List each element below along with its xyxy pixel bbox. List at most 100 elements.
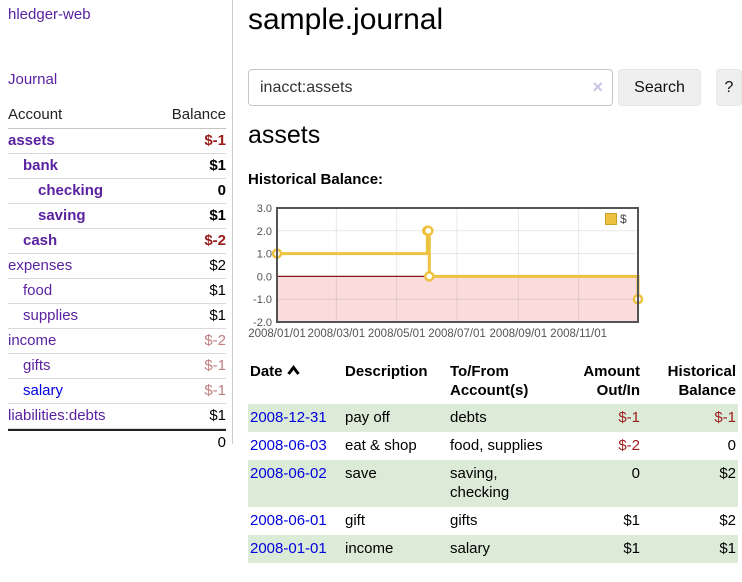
register-row: 2008-12-31 pay off debts $-1 $-1 <box>248 404 738 432</box>
account-row: bank $1 <box>8 154 226 179</box>
accounts-list: assets $-1 bank $1 checking 0 saving $1 cash $-2 e… <box>8 129 226 429</box>
accounts-col-balance: Balance <box>171 106 226 123</box>
account-link-liabilities-debts[interactable]: liabilities:debts <box>8 406 106 424</box>
account-row: gifts $-1 <box>8 354 226 379</box>
account-row: assets $-1 <box>8 129 226 154</box>
register-col-description: Description <box>345 363 428 380</box>
account-row: food $1 <box>8 279 226 304</box>
amount-cell: $1 <box>623 512 640 529</box>
account-balance: $-1 <box>204 381 226 399</box>
account-link-cash[interactable]: cash <box>23 231 58 249</box>
balance-cell: $1 <box>719 540 736 557</box>
register-col-historical-balance: Historical Balance <box>667 363 736 399</box>
amount-cell: 0 <box>631 465 640 482</box>
svg-text:2.0: 2.0 <box>257 226 272 238</box>
search-input[interactable] <box>248 69 613 106</box>
page-title: sample.journal <box>248 3 444 36</box>
account-link-bank[interactable]: bank <box>23 156 59 174</box>
account-link-salary[interactable]: salary <box>23 381 64 399</box>
svg-text:3.0: 3.0 <box>257 203 272 215</box>
svg-text:2008/11/01: 2008/11/01 <box>550 328 607 340</box>
description-cell: income <box>345 540 394 557</box>
account-balance: 0 <box>217 181 226 199</box>
search-form: × Search ? <box>248 69 742 106</box>
register-col-date[interactable]: Date <box>248 360 343 404</box>
account-balance: $-2 <box>204 331 226 349</box>
balance-cell: $2 <box>719 512 736 529</box>
sidebar-item-journal[interactable]: Journal <box>8 71 58 88</box>
account-row: supplies $1 <box>8 304 226 329</box>
account-balance: $2 <box>209 256 226 274</box>
accounts-col-account: Account <box>8 106 63 123</box>
description-cell: gift <box>345 512 366 529</box>
account-link-checking[interactable]: checking <box>38 181 104 199</box>
svg-text:2008/03/01: 2008/03/01 <box>308 328 366 340</box>
svg-text:0.0: 0.0 <box>257 271 272 283</box>
amount-cell: $-1 <box>618 409 640 426</box>
accounts-header: Account Balance <box>8 103 226 129</box>
date-link[interactable]: 2008-06-01 <box>250 512 327 529</box>
search-box: × <box>248 69 613 106</box>
accounts-panel: Account Balance assets $-1 bank $1 checking 0… <box>8 103 226 454</box>
accounts-total: 0 <box>8 429 226 454</box>
account-balance: $-2 <box>204 231 226 249</box>
account-link-income[interactable]: income <box>8 331 57 349</box>
balance-chart: 3.0 2.0 1.0 0.0 -1.0 -2.0 2008/01/01 2008/03/01… <box>248 200 668 344</box>
svg-text:-2.0: -2.0 <box>253 317 272 329</box>
date-link[interactable]: 2008-01-01 <box>250 540 327 557</box>
accounts-cell: debts <box>450 409 487 426</box>
help-button[interactable]: ? <box>716 69 742 106</box>
account-link-expenses[interactable]: expenses <box>8 256 73 274</box>
account-balance: $1 <box>209 306 226 324</box>
svg-text:1.0: 1.0 <box>257 249 272 261</box>
account-row: liabilities:debts $1 <box>8 404 226 429</box>
account-link-gifts[interactable]: gifts <box>23 356 51 374</box>
clear-icon[interactable]: × <box>592 77 603 97</box>
date-link[interactable]: 2008-06-02 <box>250 465 327 482</box>
account-link-assets[interactable]: assets <box>8 131 55 149</box>
sort-asc-icon[interactable] <box>286 362 300 381</box>
account-balance: $-1 <box>204 356 226 374</box>
amount-cell: $-2 <box>618 437 640 454</box>
account-row: expenses $2 <box>8 254 226 279</box>
account-link-saving[interactable]: saving <box>38 206 86 224</box>
account-balance: $1 <box>209 281 226 299</box>
search-button[interactable]: Search <box>618 69 701 106</box>
chart-title: Historical Balance: <box>248 171 384 188</box>
account-balance: $1 <box>209 406 226 424</box>
app-title-link[interactable]: hledger-web <box>8 6 91 23</box>
chart-legend: $ <box>605 212 627 226</box>
date-link[interactable]: 2008-06-03 <box>250 437 327 454</box>
account-balance: $-1 <box>204 131 226 149</box>
svg-text:2008/07/01: 2008/07/01 <box>428 328 486 340</box>
account-row: income $-2 <box>8 329 226 354</box>
description-cell: save <box>345 465 377 482</box>
account-row: salary $-1 <box>8 379 226 404</box>
account-link-food[interactable]: food <box>23 281 53 299</box>
register-table: Date Description To/From Account(s) Amount Ou… <box>248 360 738 563</box>
register-row: 2008-01-01 income salary $1 $1 <box>248 535 738 563</box>
accounts-cell: gifts <box>450 512 478 529</box>
balance-cell: 0 <box>727 437 736 454</box>
balance-cell: $2 <box>719 465 736 482</box>
series-label: $ <box>620 212 627 226</box>
account-row: saving $1 <box>8 204 226 229</box>
accounts-cell: salary <box>450 540 491 557</box>
account-row: checking 0 <box>8 179 226 204</box>
account-row: cash $-2 <box>8 229 226 254</box>
sidebar: hledger-web Journal Account Balance asse… <box>0 0 233 451</box>
accounts-cell: saving, checking <box>450 465 510 501</box>
register-header-row: Date Description To/From Account(s) Amount Ou… <box>248 360 738 404</box>
description-cell: pay off <box>345 409 390 426</box>
account-balance: $1 <box>209 156 226 174</box>
svg-text:2008/05/01: 2008/05/01 <box>368 328 426 340</box>
accounts-cell: food, supplies <box>450 437 543 454</box>
account-link-supplies[interactable]: supplies <box>23 306 79 324</box>
date-link[interactable]: 2008-12-31 <box>250 409 327 426</box>
main-content: sample.journal × Search ? assets Histori… <box>248 0 742 582</box>
register-row: 2008-06-02 save saving, checking 0 $2 <box>248 460 738 507</box>
account-balance: $1 <box>209 206 226 224</box>
account-heading: assets <box>248 121 321 149</box>
